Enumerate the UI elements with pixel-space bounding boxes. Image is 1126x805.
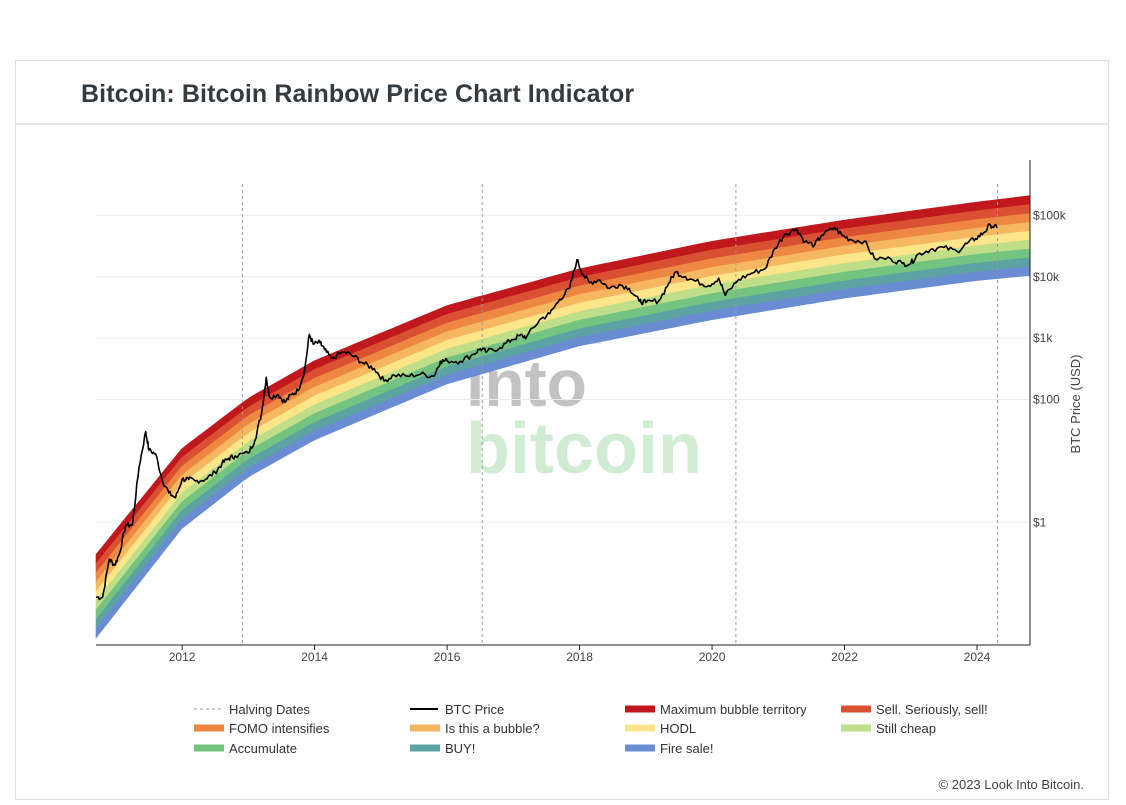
legend-swatch-band (841, 724, 871, 732)
legend-swatch-band (410, 744, 440, 752)
legend-label: Sell. Seriously, sell! (876, 702, 988, 717)
legend-item-5: Is this a bubble? (410, 721, 540, 736)
btc-price-series (95, 223, 998, 601)
legend-item-10: Fire sale! (625, 741, 713, 756)
x-tick-label-5: 2022 (831, 650, 858, 664)
rainbow-bands (95, 195, 1031, 639)
x-tick-label-2: 2016 (434, 650, 461, 664)
legend-swatch-band (625, 744, 655, 752)
legend-item-0: Halving Dates (194, 702, 310, 717)
legend-swatch-band (194, 744, 224, 752)
legend-label: FOMO intensifies (229, 721, 330, 736)
legend-item-6: HODL (625, 721, 696, 736)
legend-swatch-band (625, 724, 655, 732)
x-tick-label-6: 2024 (964, 650, 991, 664)
legend-label: Is this a bubble? (445, 721, 540, 736)
legend-swatch-band (841, 705, 871, 713)
chart-card: Bitcoin: Bitcoin Rainbow Price Chart Ind… (15, 60, 1109, 800)
legend-item-7: Still cheap (841, 721, 936, 736)
y-tick-label-2: $1k (1033, 331, 1053, 345)
legend-swatch-band (625, 705, 655, 713)
halving-lines (241, 184, 999, 645)
legend-item-1: BTC Price (410, 702, 504, 717)
btc-price-line (95, 223, 998, 601)
legend-label: BTC Price (445, 702, 504, 717)
chart-title: Bitcoin: Bitcoin Rainbow Price Chart Ind… (81, 80, 635, 108)
legend-label: Maximum bubble territory (660, 702, 807, 717)
legend-item-8: Accumulate (194, 741, 297, 756)
legend-label: Fire sale! (660, 741, 713, 756)
card-header: Bitcoin: Bitcoin Rainbow Price Chart Ind… (16, 61, 1108, 125)
x-tick-label-3: 2018 (566, 650, 593, 664)
y-tick-label-0: $1 (1033, 515, 1047, 529)
legend-swatch-band (410, 724, 440, 732)
x-tick-label-0: 2012 (169, 650, 196, 664)
legend-swatch-band (194, 724, 224, 732)
y-tick-label-1: $100 (1033, 393, 1060, 407)
legend-item-3: Sell. Seriously, sell! (841, 702, 988, 717)
legend-item-4: FOMO intensifies (194, 721, 330, 736)
axes: 2012 2014 2016 2018 2020 2022 2024 $1 $100 $1k $10… (96, 160, 1083, 664)
legend-label: BUY! (445, 741, 475, 756)
watermark-bitcoin: bitcoin (466, 409, 702, 489)
x-tick-label-1: 2014 (301, 650, 328, 664)
legend-label: HODL (660, 721, 696, 736)
copyright-footer: © 2023 Look Into Bitcoin. (938, 777, 1084, 792)
legend-label: Accumulate (229, 741, 297, 756)
y-tick-label-3: $10k (1033, 270, 1060, 284)
legend-item-9: BUY! (410, 741, 475, 756)
y-axis-title: BTC Price (USD) (1068, 355, 1083, 454)
y-tick-label-4: $100k (1033, 208, 1067, 222)
legend-item-2: Maximum bubble territory (625, 702, 807, 717)
legend: Halving Dates BTC Price Maximum bubble ter… (194, 702, 988, 756)
x-tick-label-4: 2020 (699, 650, 726, 664)
legend-label: Halving Dates (229, 702, 310, 717)
legend-label: Still cheap (876, 721, 936, 736)
